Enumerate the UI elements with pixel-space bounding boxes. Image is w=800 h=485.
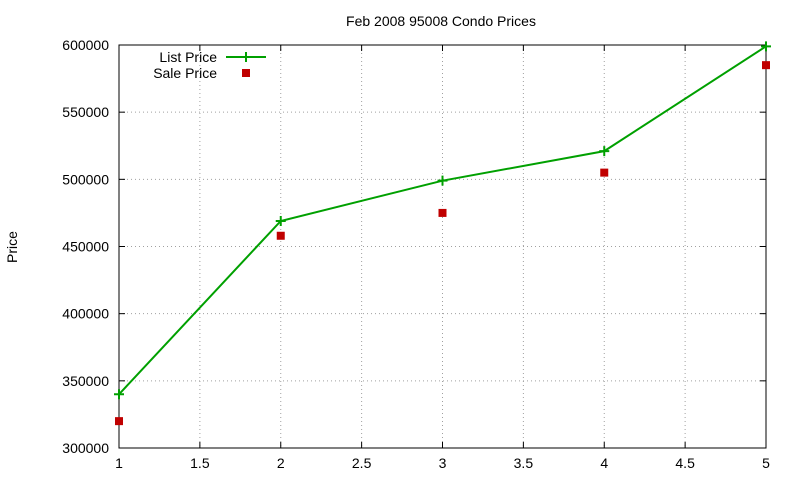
x-tick-label: 3 (439, 455, 447, 471)
legend-cross-swatch (241, 52, 251, 62)
chart-title: Feb 2008 95008 Condo Prices (346, 13, 536, 29)
data-point-cross (275, 215, 286, 226)
y-tick-label: 450000 (62, 239, 109, 255)
x-tick-label: 5 (762, 455, 770, 471)
y-tick-label: 550000 (62, 104, 109, 120)
x-tick-label: 4 (600, 455, 608, 471)
data-point-square (438, 208, 447, 217)
y-tick-label: 600000 (62, 37, 109, 53)
x-tick-label: 4.5 (675, 455, 695, 471)
data-point-square (115, 417, 123, 426)
x-tick-label: 1 (115, 455, 123, 471)
data-point-square (600, 168, 609, 177)
series-line (118, 45, 767, 395)
data-point-cross (114, 389, 124, 400)
grid (119, 45, 766, 448)
legend-label: Sale Price (153, 65, 217, 81)
legend-label: List Price (159, 49, 217, 65)
plot-frame (118, 44, 767, 449)
data-point-square (276, 231, 285, 240)
y-tick-label: 400000 (62, 306, 109, 322)
data-point-cross (437, 175, 448, 186)
x-tick-label: 1.5 (190, 455, 210, 471)
data-point-cross (761, 41, 771, 52)
x-tick-label: 2 (277, 455, 285, 471)
series-sale-price (115, 61, 770, 426)
y-tick-label: 300000 (62, 440, 109, 456)
y-axis-label: Price (4, 231, 20, 263)
y-tick-label: 350000 (62, 373, 109, 389)
series-list-price (114, 41, 771, 400)
axes (118, 44, 767, 449)
x-tick-label: 2.5 (352, 455, 372, 471)
data-point-cross (599, 146, 610, 157)
data-series (114, 41, 771, 426)
y-tick-label: 500000 (62, 171, 109, 187)
tick-labels: 1 1.5 2 2.5 3 3.5 4 4.5 5 300000 350000 400000 45000… (62, 37, 770, 471)
legend-square-swatch (242, 69, 250, 77)
data-point-square (762, 61, 770, 70)
x-tick-label: 3.5 (514, 455, 534, 471)
